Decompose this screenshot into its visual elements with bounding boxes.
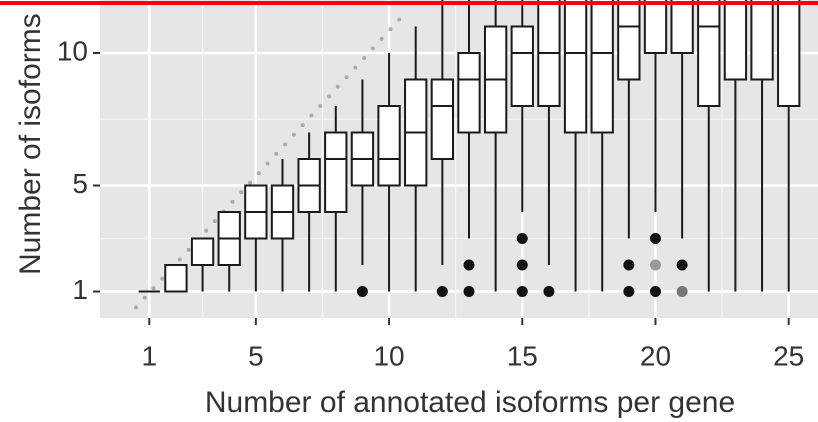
plot-area [133, 0, 801, 310]
outlier [356, 286, 368, 297]
box [510, 25, 534, 107]
box [164, 264, 188, 293]
box [643, 0, 668, 54]
box [670, 0, 694, 54]
box [617, 0, 641, 81]
y-tick-label: 1 [72, 274, 88, 305]
y-tick-label: 5 [72, 168, 88, 199]
box [377, 105, 401, 187]
box [563, 0, 588, 134]
box [190, 237, 215, 266]
x-tick-label: 5 [248, 340, 264, 371]
box [723, 0, 748, 81]
x-tick-label: 20 [640, 340, 671, 371]
y-tick-label: 10 [57, 35, 88, 66]
y-axis-label: Number of isoforms [14, 13, 47, 275]
outlier [623, 259, 635, 271]
outlier [623, 286, 635, 297]
outlier [516, 233, 528, 244]
outlier [463, 259, 475, 271]
outlier [463, 286, 475, 297]
box [750, 0, 774, 81]
outlier [676, 286, 688, 297]
outlier [543, 286, 555, 297]
outlier [436, 286, 448, 297]
x-tick-label: 15 [507, 340, 538, 371]
x-tick-label: 25 [773, 340, 804, 371]
outlier [516, 286, 528, 297]
outlier [676, 259, 688, 271]
box [457, 52, 481, 134]
outlier [649, 259, 661, 271]
x-axis-label: Number of annotated isoforms per gene [205, 386, 735, 419]
outlier [516, 259, 528, 271]
reference-line [133, 11, 408, 310]
box [590, 0, 614, 134]
box [777, 0, 801, 107]
box [430, 78, 455, 160]
x-tick-label: 10 [373, 340, 404, 371]
x-tick-label: 1 [141, 340, 157, 371]
box [697, 0, 721, 107]
outlier [649, 233, 661, 244]
box [324, 131, 348, 213]
outlier [649, 286, 661, 297]
